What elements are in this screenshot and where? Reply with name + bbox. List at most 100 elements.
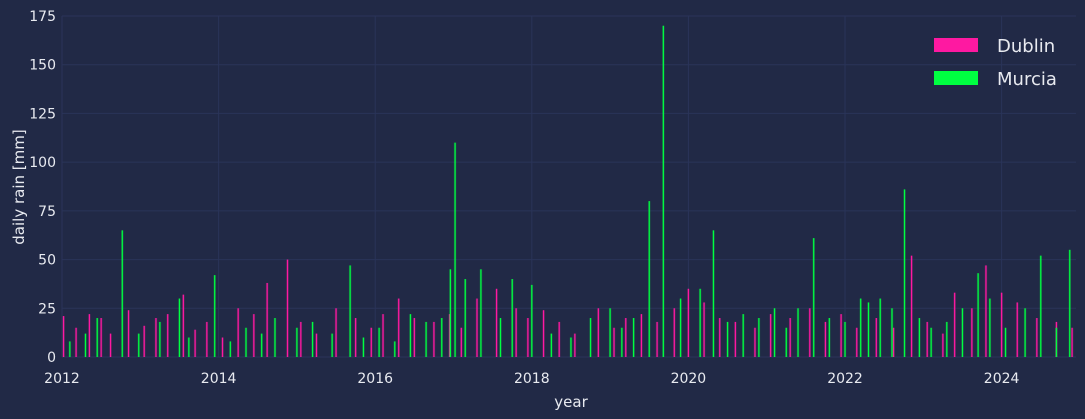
bar-murcia <box>1040 255 1042 357</box>
bar-murcia <box>797 308 799 357</box>
bar-dublin <box>840 314 842 357</box>
bar-murcia <box>989 298 991 357</box>
x-tick-label: 2014 <box>201 371 237 387</box>
bar-dublin <box>300 321 302 357</box>
bar-dublin <box>286 259 289 357</box>
y-tick-label: 100 <box>29 155 56 171</box>
bar-dublin <box>640 314 643 357</box>
bar-dublin <box>597 308 599 357</box>
bar-dublin <box>625 318 627 357</box>
x-tick-label: 2018 <box>514 371 550 387</box>
bar-murcia <box>785 327 787 357</box>
bar-dublin <box>719 318 721 357</box>
bar-murcia <box>699 288 701 357</box>
bar-dublin <box>62 316 65 357</box>
bar-murcia <box>1004 327 1007 357</box>
bar-murcia <box>570 337 572 357</box>
bar-murcia <box>349 265 351 357</box>
bar-murcia <box>378 327 380 357</box>
bar-dublin <box>942 333 944 357</box>
bar-dublin <box>542 310 545 357</box>
bar-murcia <box>662 25 664 357</box>
bar-murcia <box>961 308 964 357</box>
bar-murcia <box>758 318 760 357</box>
bar-dublin <box>892 327 895 357</box>
bar-murcia <box>726 321 729 357</box>
bar-murcia <box>860 298 862 357</box>
bar-murcia <box>648 201 650 357</box>
x-tick-label: 2022 <box>827 371 863 387</box>
bar-murcia <box>188 337 190 357</box>
bar-dublin <box>824 321 827 357</box>
bar-murcia <box>178 298 181 357</box>
bar-dublin <box>448 314 451 357</box>
bar-dublin <box>1001 292 1003 357</box>
bar-murcia <box>394 341 396 357</box>
bar-dublin <box>75 327 77 357</box>
bar-dublin <box>673 308 675 357</box>
bar-dublin <box>703 302 705 357</box>
bar-murcia <box>296 327 298 357</box>
bar-dublin <box>460 327 462 357</box>
bar-murcia <box>632 318 635 357</box>
bar-dublin <box>109 333 112 357</box>
y-tick-label: 0 <box>47 350 56 366</box>
bar-murcia <box>69 341 71 357</box>
bar-murcia <box>813 238 815 357</box>
x-tick-label: 2020 <box>671 371 707 387</box>
bar-dublin <box>88 314 91 357</box>
bar-murcia <box>903 189 906 357</box>
bar-murcia <box>946 321 948 357</box>
bar-dublin <box>143 325 145 357</box>
grid-lines <box>61 15 1076 358</box>
bar-murcia <box>96 318 98 357</box>
bar-murcia <box>930 327 932 357</box>
bar-murcia <box>828 318 830 357</box>
bar-dublin <box>382 314 384 357</box>
bar-dublin <box>182 294 184 357</box>
bar-murcia <box>214 275 216 357</box>
bar-murcia <box>1069 249 1071 357</box>
bar-dublin <box>476 298 478 357</box>
bar-dublin <box>656 321 658 357</box>
legend-swatch-dublin <box>934 38 978 52</box>
bar-murcia <box>773 308 776 357</box>
bar-series-layer <box>62 25 1074 357</box>
bar-murcia <box>441 318 443 357</box>
bar-murcia <box>464 279 466 357</box>
y-axis-title: daily rain [mm] <box>10 129 28 244</box>
bar-dublin <box>335 308 337 357</box>
bar-murcia <box>245 327 247 357</box>
x-tick-label: 2012 <box>44 371 80 387</box>
bar-murcia <box>891 308 893 357</box>
bar-dublin <box>926 321 928 357</box>
bar-dublin <box>985 265 987 357</box>
bar-dublin <box>155 318 157 357</box>
bar-murcia <box>1055 327 1058 357</box>
bar-dublin <box>495 288 498 357</box>
bar-dublin <box>527 318 529 357</box>
bar-dublin <box>433 321 435 357</box>
bar-dublin <box>127 310 130 357</box>
bar-dublin <box>253 314 255 357</box>
bar-murcia <box>409 314 412 357</box>
legend-label-murcia: Murcia <box>997 69 1057 90</box>
bar-dublin <box>574 333 576 357</box>
bar-murcia <box>229 341 231 357</box>
bar-dublin <box>221 337 224 357</box>
x-axis-title: year <box>554 393 588 411</box>
bar-dublin <box>558 321 560 357</box>
bar-dublin <box>515 308 517 357</box>
bar-dublin <box>1036 318 1038 357</box>
bar-dublin <box>770 314 772 357</box>
bar-murcia <box>331 333 333 357</box>
bar-dublin <box>971 308 973 357</box>
y-tick-label: 150 <box>29 58 56 74</box>
bar-dublin <box>856 327 858 357</box>
bar-dublin <box>954 292 956 357</box>
bar-dublin <box>754 327 756 357</box>
bar-murcia <box>261 333 263 357</box>
bar-dublin <box>1071 327 1073 357</box>
bar-dublin <box>809 308 811 357</box>
